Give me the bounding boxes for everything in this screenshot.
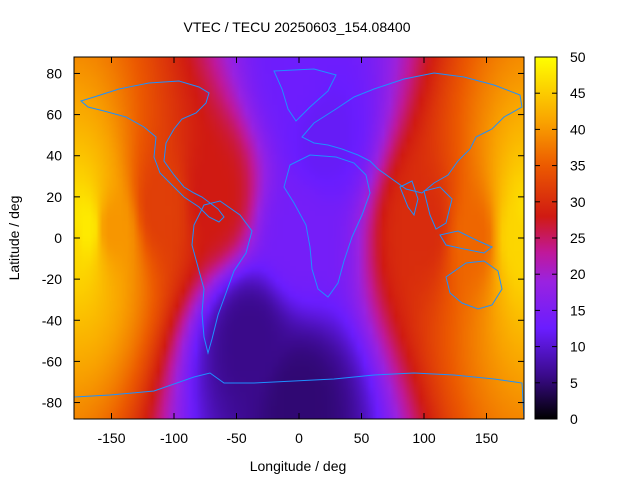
x-tick-label: 150 (475, 430, 499, 446)
y-tick-label: -20 (42, 271, 62, 287)
heatmap-plot-area (74, 57, 524, 419)
coastline-south-america (191, 200, 253, 355)
y-tick-label: 80 (46, 65, 62, 81)
coastline-antarctica (74, 372, 524, 419)
y-tick-label: -60 (42, 353, 62, 369)
x-axis-label: Longitude / deg (250, 458, 347, 474)
x-tick-label: -50 (226, 430, 246, 446)
coastline-maritime-continent (439, 230, 493, 254)
colorbar-tick-label: 0 (570, 411, 578, 427)
colorbar-tick-label: 10 (570, 339, 586, 355)
colorbar-tick-label: 30 (570, 194, 586, 210)
coastline-north-america (79, 80, 225, 223)
colorbar-ticks: 0 5 10 15 20 25 30 35 40 45 50 (535, 49, 586, 427)
coastline-greenland (273, 68, 337, 122)
tec-heatmap-image (74, 57, 524, 419)
y-tick-label: 20 (46, 189, 62, 205)
x-tick-label: 50 (354, 430, 370, 446)
y-tick-label: 0 (54, 230, 62, 246)
colorbar-tick-label: 25 (570, 230, 586, 246)
y-tick-label: 40 (46, 148, 62, 164)
colorbar-tick-label: 20 (570, 266, 586, 282)
colorbar-tick-label: 45 (570, 85, 586, 101)
colorbar-tick-label: 35 (570, 158, 586, 174)
chart-title: VTEC / TECU 20250603_154.08400 (183, 19, 410, 35)
y-tick-label: -40 (42, 312, 62, 328)
colorbar-tick-label: 40 (570, 121, 586, 137)
x-tick-label: 0 (295, 430, 303, 446)
coastline-eurasia (301, 72, 523, 194)
x-tick-label: 100 (412, 430, 436, 446)
x-tick-label: -100 (160, 430, 188, 446)
colorbar-tick-label: 5 (570, 375, 578, 391)
y-axis-label: Latitude / deg (6, 196, 22, 281)
colorbar-tick-label: 50 (570, 49, 586, 65)
x-axis-ticks: -150 -100 -50 0 50 100 150 (97, 57, 498, 446)
y-tick-label: -80 (42, 395, 62, 411)
coastline-africa (283, 154, 371, 298)
x-tick-label: -150 (97, 430, 125, 446)
coastlines (74, 68, 524, 419)
y-axis-ticks: -80 -60 -40 -20 0 20 40 60 80 (42, 65, 524, 411)
coastline-australia (445, 260, 503, 310)
colorbar-tick-label: 15 (570, 302, 586, 318)
y-tick-label: 60 (46, 107, 62, 123)
coastline-india-seasia (399, 180, 453, 230)
colorbar: 0 5 10 15 20 25 30 35 40 45 50 (534, 49, 586, 427)
